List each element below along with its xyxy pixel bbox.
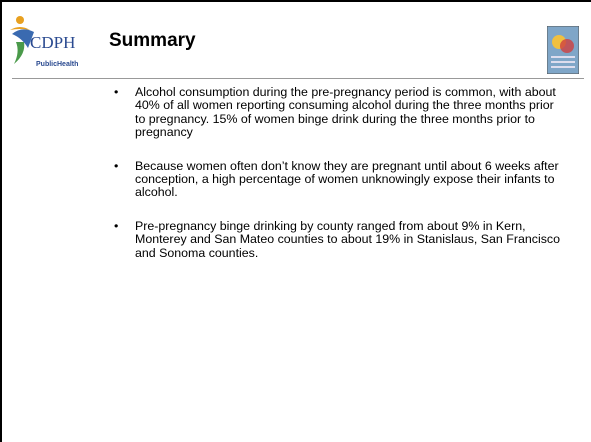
bullet: Pre-pregnancy binge drinking by county r… bbox=[114, 219, 562, 260]
logo-mark: CDPH bbox=[30, 33, 75, 52]
header-icon bbox=[547, 26, 579, 74]
bullet: Because women often don’t know they are … bbox=[114, 159, 562, 200]
bullet-list: Alcohol consumption during the pre-pregn… bbox=[114, 85, 562, 280]
logo-subtitle: PublicHealth bbox=[36, 61, 78, 68]
header-rule bbox=[12, 78, 584, 79]
cdph-logo: CDPH PublicHealth bbox=[10, 16, 78, 68]
slide-title: Summary bbox=[109, 30, 196, 51]
bullet: Alcohol consumption during the pre-pregn… bbox=[114, 85, 562, 140]
